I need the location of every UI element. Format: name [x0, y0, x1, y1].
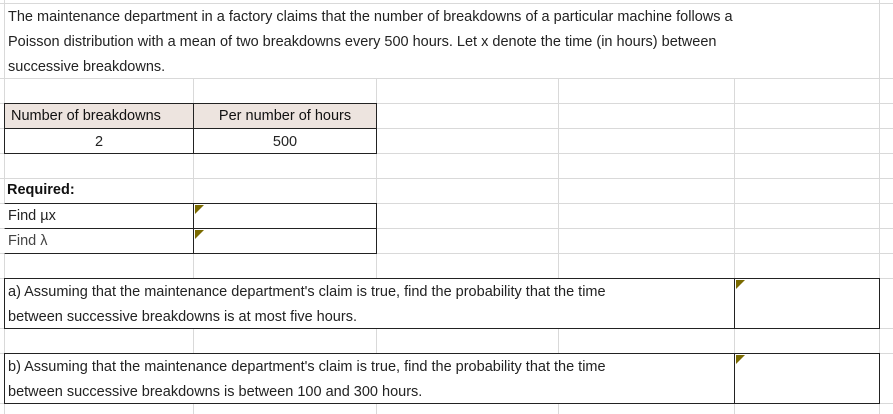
gridline — [734, 78, 735, 414]
comment-marker-icon[interactable] — [195, 230, 204, 239]
intro-line: Poisson distribution with a mean of two … — [8, 34, 717, 50]
value-hours[interactable]: 500 — [193, 128, 377, 154]
answer-a[interactable] — [734, 278, 880, 329]
value-breakdowns[interactable]: 2 — [4, 128, 194, 154]
header-hours[interactable]: Per number of hours — [193, 103, 377, 129]
gridline — [0, 228, 893, 229]
gridline — [0, 153, 893, 154]
gridline — [0, 253, 893, 254]
gridline — [0, 3, 893, 4]
answer-b[interactable] — [734, 353, 880, 404]
comment-marker-icon[interactable] — [736, 355, 745, 364]
header-breakdowns[interactable]: Number of breakdowns — [4, 103, 194, 129]
required-title: Required: — [7, 182, 75, 198]
gridline — [0, 128, 893, 129]
comment-marker-icon[interactable] — [195, 205, 204, 214]
question-a-line: between successive breakdowns is at most… — [8, 309, 357, 325]
intro-line: The maintenance department in a factory … — [8, 9, 733, 25]
intro-line: successive breakdowns. — [8, 59, 166, 75]
intro-cell[interactable]: The maintenance department in a factory … — [5, 4, 879, 78]
gridline — [0, 78, 893, 79]
question-a-line: a) Assuming that the maintenance departm… — [8, 284, 606, 300]
comment-marker-icon[interactable] — [736, 280, 745, 289]
question-b-line: b) Assuming that the maintenance departm… — [8, 359, 606, 375]
gridline — [879, 0, 880, 414]
gridline — [558, 78, 559, 414]
find-lambda-answer[interactable] — [193, 228, 377, 254]
question-b-line: between successive breakdowns is between… — [8, 384, 423, 400]
gridline — [0, 178, 893, 179]
gridline — [0, 103, 893, 104]
find-mu-answer[interactable] — [193, 203, 377, 229]
gridline — [0, 203, 893, 204]
find-lambda-label[interactable]: Find λ — [4, 228, 194, 254]
question-a[interactable]: a) Assuming that the maintenance departm… — [4, 278, 735, 329]
question-b[interactable]: b) Assuming that the maintenance departm… — [4, 353, 735, 404]
find-mu-label[interactable]: Find µx — [4, 203, 194, 229]
